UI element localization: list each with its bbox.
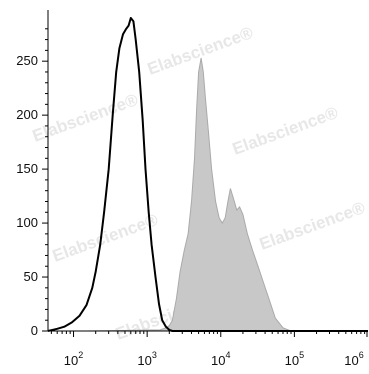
y-ticks: 0 50 100 150 200 250 (16, 28, 48, 338)
x-tick-label: 103 (137, 350, 156, 368)
watermark-text: Elabscience® (50, 210, 161, 266)
y-tick-label: 150 (16, 161, 38, 176)
y-tick-label: 0 (31, 323, 38, 338)
x-tick-label: 105 (285, 350, 304, 368)
filled-histogram-series (48, 57, 368, 332)
x-tick-label: 104 (211, 350, 230, 368)
watermark-text: Elabscience® (257, 198, 368, 254)
series-layer (47, 17, 368, 332)
watermark-text: Elabscience® (230, 103, 341, 159)
y-tick-label: 100 (16, 215, 38, 230)
watermark-text: Elabscience® (30, 90, 141, 146)
outline-histogram-series (47, 17, 368, 332)
y-tick-label: 250 (16, 53, 38, 68)
x-tick-label: 106 (344, 350, 363, 368)
x-ticks: 102 103 104 105 106 (50, 331, 368, 368)
y-tick-label: 200 (16, 107, 38, 122)
y-tick-label: 50 (24, 269, 38, 284)
x-tick-label: 102 (64, 350, 83, 368)
